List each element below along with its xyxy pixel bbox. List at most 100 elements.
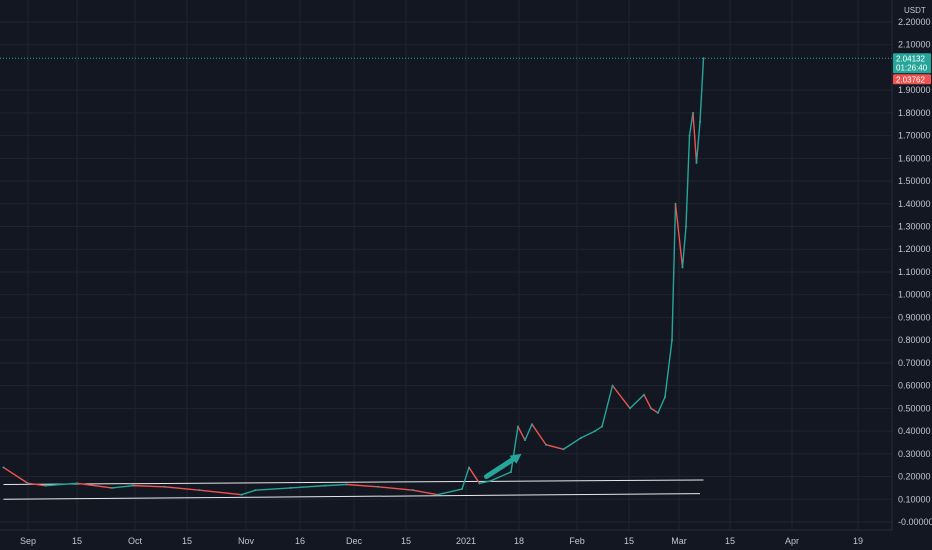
price-point (699, 120, 701, 123)
x-tick-label: Sep (20, 536, 36, 546)
price-point (681, 266, 684, 269)
y-tick-label: 2.20000 (898, 17, 931, 27)
price-point (562, 448, 565, 451)
price-segment (489, 471, 512, 482)
x-tick-label: 2021 (456, 536, 476, 546)
price-point (671, 339, 673, 342)
price-point (664, 395, 666, 398)
price-segment (594, 425, 603, 432)
y-tick-label: 0.10000 (898, 494, 931, 504)
price-segment (240, 489, 257, 496)
price-point (324, 484, 327, 487)
x-tick-label: 18 (514, 536, 524, 546)
price-point (685, 225, 687, 228)
x-tick-label: Mar (671, 536, 687, 546)
price-segment (468, 466, 481, 485)
price-segment (545, 444, 565, 450)
last-price-value: 2.04132 (896, 54, 925, 63)
last-price-tag (893, 53, 931, 74)
price-segment (345, 483, 379, 488)
price-segment (324, 483, 348, 487)
y-tick-label: 0.90000 (898, 312, 931, 322)
price-point (163, 485, 166, 488)
price-segment (76, 482, 113, 489)
price-point (27, 482, 29, 485)
price-point (643, 393, 645, 396)
price-point (688, 134, 691, 137)
y-tick-label: 0.80000 (898, 335, 931, 345)
price-segment (674, 203, 684, 269)
price-segment (461, 466, 470, 490)
price-segment (2, 466, 29, 485)
x-tick-label: 15 (624, 536, 634, 546)
price-point (657, 411, 659, 414)
x-tick-label: 15 (72, 536, 82, 546)
y-tick-label: 1.70000 (898, 131, 931, 141)
y-tick-label: 0.50000 (898, 403, 931, 413)
x-tick-label: Apr (785, 536, 799, 546)
price-point (601, 425, 603, 428)
price-segment (478, 480, 491, 485)
price-segment (163, 486, 201, 491)
price-segment (699, 57, 705, 123)
y-tick-label: 0.70000 (898, 358, 931, 368)
x-tick-label: Oct (128, 536, 143, 546)
y-tick-label: 1.10000 (898, 267, 931, 277)
price-point (2, 466, 5, 469)
price-segment (132, 484, 166, 488)
price-segment (524, 423, 533, 441)
price-point (289, 486, 292, 489)
x-tick-label: 15 (725, 536, 735, 546)
price-segment (377, 486, 414, 491)
price-point (489, 480, 491, 483)
price-point (531, 423, 533, 426)
quote-currency-label: USDT (904, 6, 926, 15)
x-tick-label: Nov (238, 536, 255, 546)
price-point (510, 470, 512, 473)
price-point (545, 443, 547, 446)
price-segment (44, 482, 78, 487)
y-tick-label: 0.30000 (898, 449, 931, 459)
price-segment (611, 384, 631, 410)
price-point (524, 439, 526, 442)
y-tick-label: 1.30000 (898, 222, 931, 232)
price-point (629, 407, 631, 410)
x-tick-label: 15 (401, 536, 411, 546)
price-point (594, 430, 596, 433)
bar-close-tag (893, 74, 931, 85)
price-segment (27, 482, 47, 487)
y-tick-label: 1.00000 (898, 290, 931, 300)
price-point (611, 384, 614, 387)
x-tick-label: Feb (569, 536, 585, 546)
price-segment (531, 423, 547, 446)
x-tick-label: 16 (295, 536, 305, 546)
y-tick-label: 1.60000 (898, 153, 931, 163)
price-segment (695, 121, 701, 164)
price-segment (289, 484, 327, 489)
bar-close-value: 2.03762 (896, 75, 925, 84)
price-point (517, 425, 519, 428)
price-point (345, 483, 348, 486)
price-segment (562, 437, 582, 450)
price-point (198, 489, 201, 492)
price-segment (629, 394, 645, 410)
price-point (111, 486, 113, 489)
price-point (461, 488, 463, 491)
price-point (674, 202, 677, 205)
support-line (3, 479, 704, 485)
price-segment (650, 407, 659, 414)
price-segment (685, 134, 691, 228)
y-tick-label: 1.50000 (898, 176, 931, 186)
price-point (436, 493, 439, 496)
price-point (692, 111, 694, 114)
y-tick-label: 2.10000 (898, 40, 931, 50)
price-point (580, 436, 582, 439)
y-tick-label: 0.60000 (898, 381, 931, 391)
price-segment (580, 430, 596, 439)
price-point (412, 489, 414, 492)
price-segment (643, 394, 652, 410)
price-point (695, 161, 698, 164)
y-tick-label: -0.00000 (898, 517, 932, 527)
